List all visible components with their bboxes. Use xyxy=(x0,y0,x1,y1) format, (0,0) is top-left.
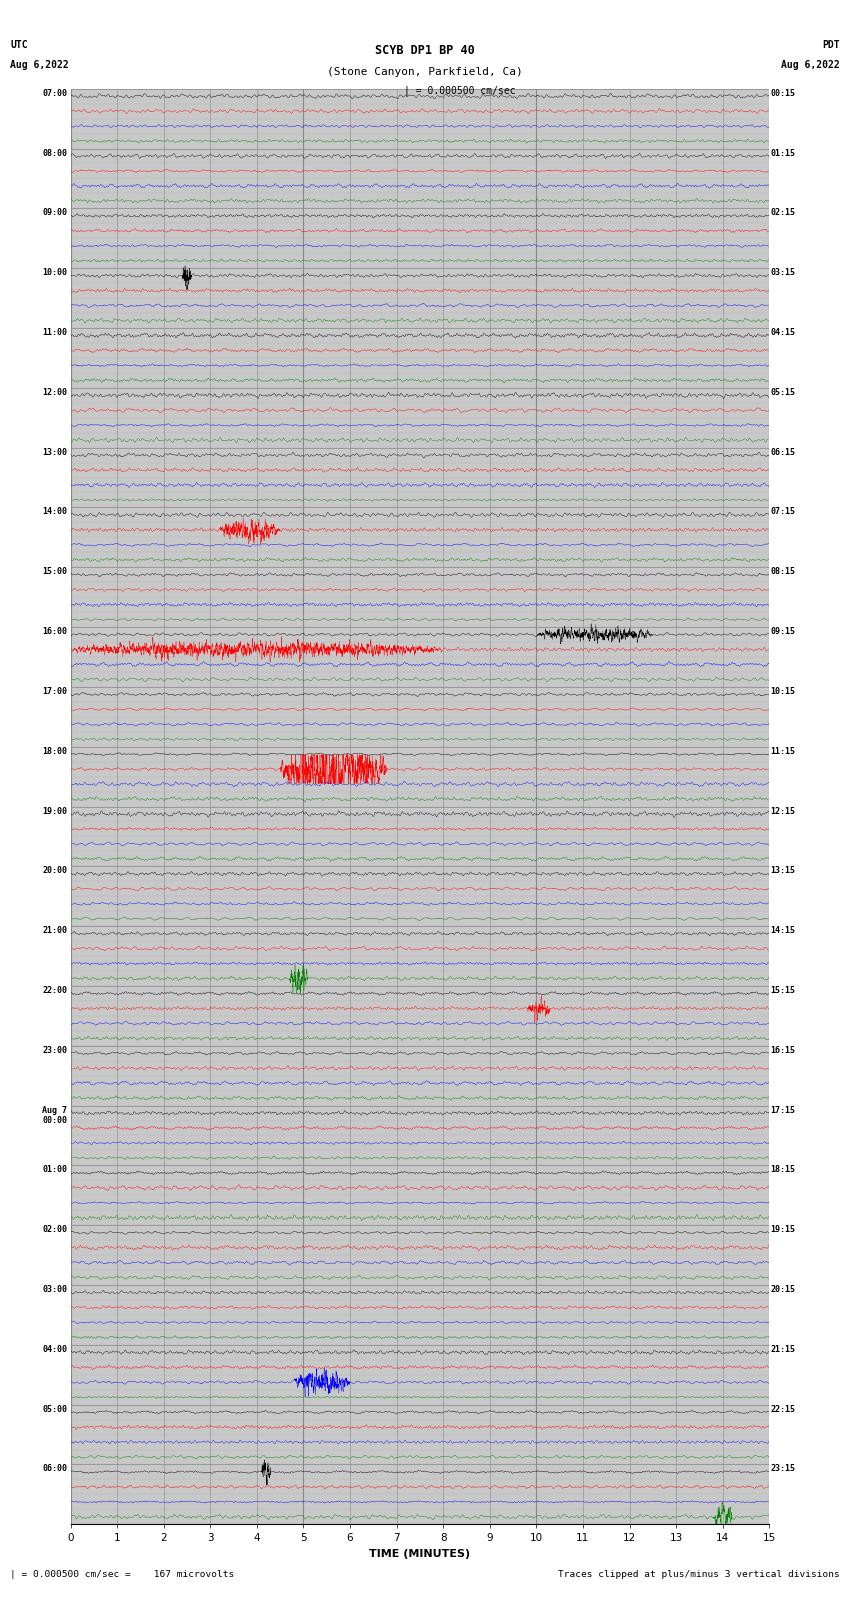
Text: 12:00: 12:00 xyxy=(42,387,67,397)
Text: 21:00: 21:00 xyxy=(42,926,67,936)
Text: 12:15: 12:15 xyxy=(771,806,796,816)
Text: 10:15: 10:15 xyxy=(771,687,796,695)
Text: 20:15: 20:15 xyxy=(771,1286,796,1294)
Text: 22:15: 22:15 xyxy=(771,1405,796,1413)
Text: 07:15: 07:15 xyxy=(771,508,796,516)
Text: 14:00: 14:00 xyxy=(42,508,67,516)
Text: 23:00: 23:00 xyxy=(42,1045,67,1055)
Text: 05:15: 05:15 xyxy=(771,387,796,397)
Text: 20:00: 20:00 xyxy=(42,866,67,876)
Text: (Stone Canyon, Parkfield, Ca): (Stone Canyon, Parkfield, Ca) xyxy=(327,66,523,77)
Text: 19:00: 19:00 xyxy=(42,806,67,816)
Text: SCYB DP1 BP 40: SCYB DP1 BP 40 xyxy=(375,44,475,58)
Text: 05:00: 05:00 xyxy=(42,1405,67,1413)
Text: 07:00: 07:00 xyxy=(42,89,67,98)
Text: Aug 6,2022: Aug 6,2022 xyxy=(10,60,69,69)
Text: 16:15: 16:15 xyxy=(771,1045,796,1055)
Text: 17:00: 17:00 xyxy=(42,687,67,695)
Text: Traces clipped at plus/minus 3 vertical divisions: Traces clipped at plus/minus 3 vertical … xyxy=(558,1569,840,1579)
Text: 02:15: 02:15 xyxy=(771,208,796,218)
Text: 06:00: 06:00 xyxy=(42,1465,67,1473)
Text: 08:15: 08:15 xyxy=(771,568,796,576)
Text: 16:00: 16:00 xyxy=(42,627,67,636)
Text: 10:00: 10:00 xyxy=(42,268,67,277)
X-axis label: TIME (MINUTES): TIME (MINUTES) xyxy=(370,1548,470,1558)
Text: 02:00: 02:00 xyxy=(42,1226,67,1234)
Text: 17:15: 17:15 xyxy=(771,1105,796,1115)
Text: 22:00: 22:00 xyxy=(42,986,67,995)
Text: 19:15: 19:15 xyxy=(771,1226,796,1234)
Text: PDT: PDT xyxy=(822,40,840,50)
Text: 14:15: 14:15 xyxy=(771,926,796,936)
Text: 21:15: 21:15 xyxy=(771,1345,796,1353)
Text: 03:00: 03:00 xyxy=(42,1286,67,1294)
Text: 15:15: 15:15 xyxy=(771,986,796,995)
Text: 13:00: 13:00 xyxy=(42,448,67,456)
Text: 04:00: 04:00 xyxy=(42,1345,67,1353)
Text: 00:15: 00:15 xyxy=(771,89,796,98)
Text: 15:00: 15:00 xyxy=(42,568,67,576)
Text: 13:15: 13:15 xyxy=(771,866,796,876)
Text: 03:15: 03:15 xyxy=(771,268,796,277)
Text: 18:00: 18:00 xyxy=(42,747,67,755)
Text: 09:00: 09:00 xyxy=(42,208,67,218)
Text: | = 0.000500 cm/sec: | = 0.000500 cm/sec xyxy=(404,85,515,97)
Text: 04:15: 04:15 xyxy=(771,327,796,337)
Text: 06:15: 06:15 xyxy=(771,448,796,456)
Text: 08:00: 08:00 xyxy=(42,148,67,158)
Text: Aug 6,2022: Aug 6,2022 xyxy=(781,60,840,69)
Text: 11:15: 11:15 xyxy=(771,747,796,755)
Text: 01:00: 01:00 xyxy=(42,1165,67,1174)
Text: 01:15: 01:15 xyxy=(771,148,796,158)
Text: 11:00: 11:00 xyxy=(42,327,67,337)
Text: UTC: UTC xyxy=(10,40,28,50)
Text: Aug 7
00:00: Aug 7 00:00 xyxy=(42,1105,67,1124)
Text: | = 0.000500 cm/sec =    167 microvolts: | = 0.000500 cm/sec = 167 microvolts xyxy=(10,1569,235,1579)
Text: 23:15: 23:15 xyxy=(771,1465,796,1473)
Text: 09:15: 09:15 xyxy=(771,627,796,636)
Text: 18:15: 18:15 xyxy=(771,1165,796,1174)
